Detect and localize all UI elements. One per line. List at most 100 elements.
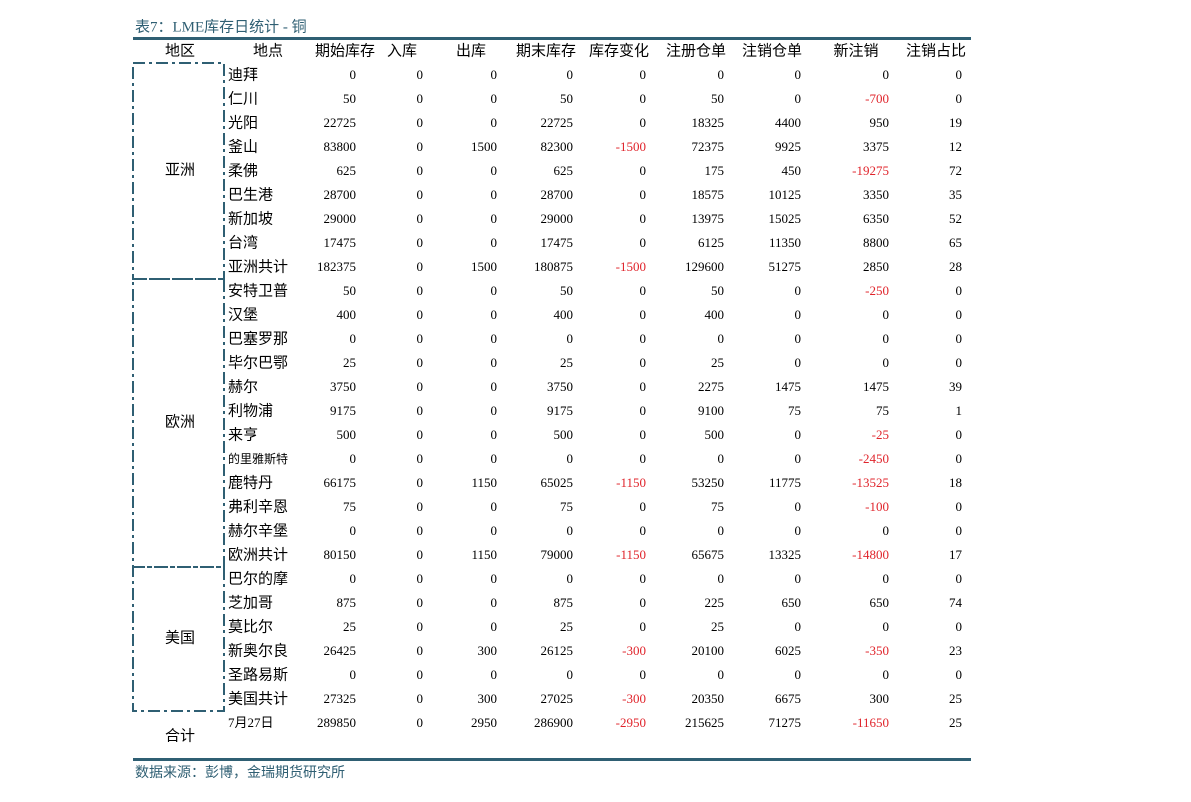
region-box	[132, 566, 225, 712]
cell-value: 1475	[775, 379, 801, 394]
cell-value: 52	[949, 211, 962, 226]
cell-value: -14800	[852, 547, 889, 562]
cell-value: 0	[640, 667, 647, 682]
bottom-rule	[133, 758, 971, 761]
location: 欧洲共计	[228, 546, 288, 563]
column-header: 地点	[253, 42, 283, 59]
cell-value: 0	[350, 331, 357, 346]
region-label: 欧洲	[165, 413, 195, 430]
cell-value: 18325	[692, 115, 725, 130]
cell-value: 0	[956, 619, 963, 634]
cell-value: 0	[795, 355, 802, 370]
cell-value: 0	[640, 283, 647, 298]
cell-value: 0	[567, 667, 574, 682]
cell-value: 0	[417, 715, 424, 730]
cell-value: 9925	[775, 139, 801, 154]
cell-value: 0	[640, 523, 647, 538]
cell-value: -300	[622, 643, 646, 658]
cell-value: 0	[640, 595, 647, 610]
cell-value: 0	[883, 571, 890, 586]
cell-value: 17475	[541, 235, 574, 250]
cell-value: 0	[883, 307, 890, 322]
cell-value: 8800	[863, 235, 889, 250]
top-rule	[133, 37, 971, 40]
location: 圣路易斯	[228, 666, 288, 683]
cell-value: 0	[956, 307, 963, 322]
cell-value: 650	[782, 595, 802, 610]
region-label: 亚洲	[165, 162, 195, 178]
cell-value: 0	[491, 211, 498, 226]
cell-value: 25	[949, 715, 962, 730]
cell-value: 6675	[775, 691, 801, 706]
cell-value: 0	[956, 283, 963, 298]
cell-value: 0	[417, 547, 424, 562]
cell-value: 0	[883, 667, 890, 682]
cell-value: 74	[949, 595, 963, 610]
cell-value: 225	[705, 595, 725, 610]
cell-value: 75	[560, 499, 573, 514]
cell-value: 0	[956, 331, 963, 346]
cell-value: 0	[640, 571, 647, 586]
cell-value: 6125	[698, 235, 724, 250]
cell-value: 29000	[324, 211, 357, 226]
cell-value: 6025	[775, 643, 801, 658]
cell-value: 2850	[863, 259, 889, 274]
cell-value: 129600	[685, 259, 724, 274]
cell-value: 0	[795, 619, 802, 634]
cell-value: 10125	[769, 187, 802, 202]
location: 巴塞罗那	[228, 329, 288, 347]
cell-value: 0	[417, 475, 424, 490]
cell-value: 0	[417, 691, 424, 706]
cell-value: 0	[956, 499, 963, 514]
column-header: 注销占比	[906, 42, 966, 59]
cell-value: 0	[417, 139, 424, 154]
cell-value: 0	[795, 307, 802, 322]
column-header: 地区	[165, 42, 195, 59]
cell-value: 17475	[324, 235, 357, 250]
cell-value: 180875	[534, 259, 573, 274]
cell-value: 35	[949, 187, 962, 202]
cell-value: 400	[705, 307, 725, 322]
cell-value: 0	[417, 67, 424, 82]
cell-value: 0	[491, 163, 498, 178]
cell-value: 82300	[541, 139, 574, 154]
cell-value: 0	[491, 403, 498, 418]
cell-value: 75	[788, 403, 801, 418]
cell-value: 0	[956, 451, 963, 466]
cell-value: 80150	[324, 547, 357, 562]
cell-value: 0	[883, 331, 890, 346]
cell-value: 0	[491, 115, 498, 130]
cell-value: 79000	[541, 547, 574, 562]
cell-value: 0	[417, 619, 424, 634]
cell-value: -2450	[859, 451, 889, 466]
location: 的里雅斯特	[228, 451, 288, 466]
cell-value: 28	[949, 259, 962, 274]
location: 毕尔巴鄂	[228, 354, 288, 371]
cell-value: 182375	[317, 259, 356, 274]
location: 釜山	[228, 138, 258, 155]
cell-value: 50	[343, 283, 356, 298]
cell-value: 20350	[692, 691, 725, 706]
cell-value: 4400	[775, 115, 801, 130]
cell-value: 50	[560, 283, 573, 298]
region-box	[132, 278, 225, 568]
region-box	[132, 62, 225, 280]
total-date: 7月27日	[228, 715, 274, 730]
cell-value: 0	[956, 427, 963, 442]
cell-value: 0	[491, 235, 498, 250]
cell-value: 25	[949, 691, 962, 706]
cell-value: 0	[417, 283, 424, 298]
cell-value: 12	[949, 139, 962, 154]
cell-value: 0	[417, 115, 424, 130]
cell-value: 0	[567, 67, 574, 82]
region-label: 美国	[165, 629, 195, 646]
cell-value: -350	[865, 643, 889, 658]
cell-value: 0	[640, 355, 647, 370]
cell-value: 0	[491, 427, 498, 442]
cell-value: 300	[870, 691, 890, 706]
cell-value: -1150	[616, 547, 646, 562]
location: 台湾	[228, 234, 258, 251]
location: 赫尔辛堡	[228, 522, 288, 539]
location: 巴生港	[228, 186, 273, 203]
column-header: 期末库存	[516, 42, 576, 59]
